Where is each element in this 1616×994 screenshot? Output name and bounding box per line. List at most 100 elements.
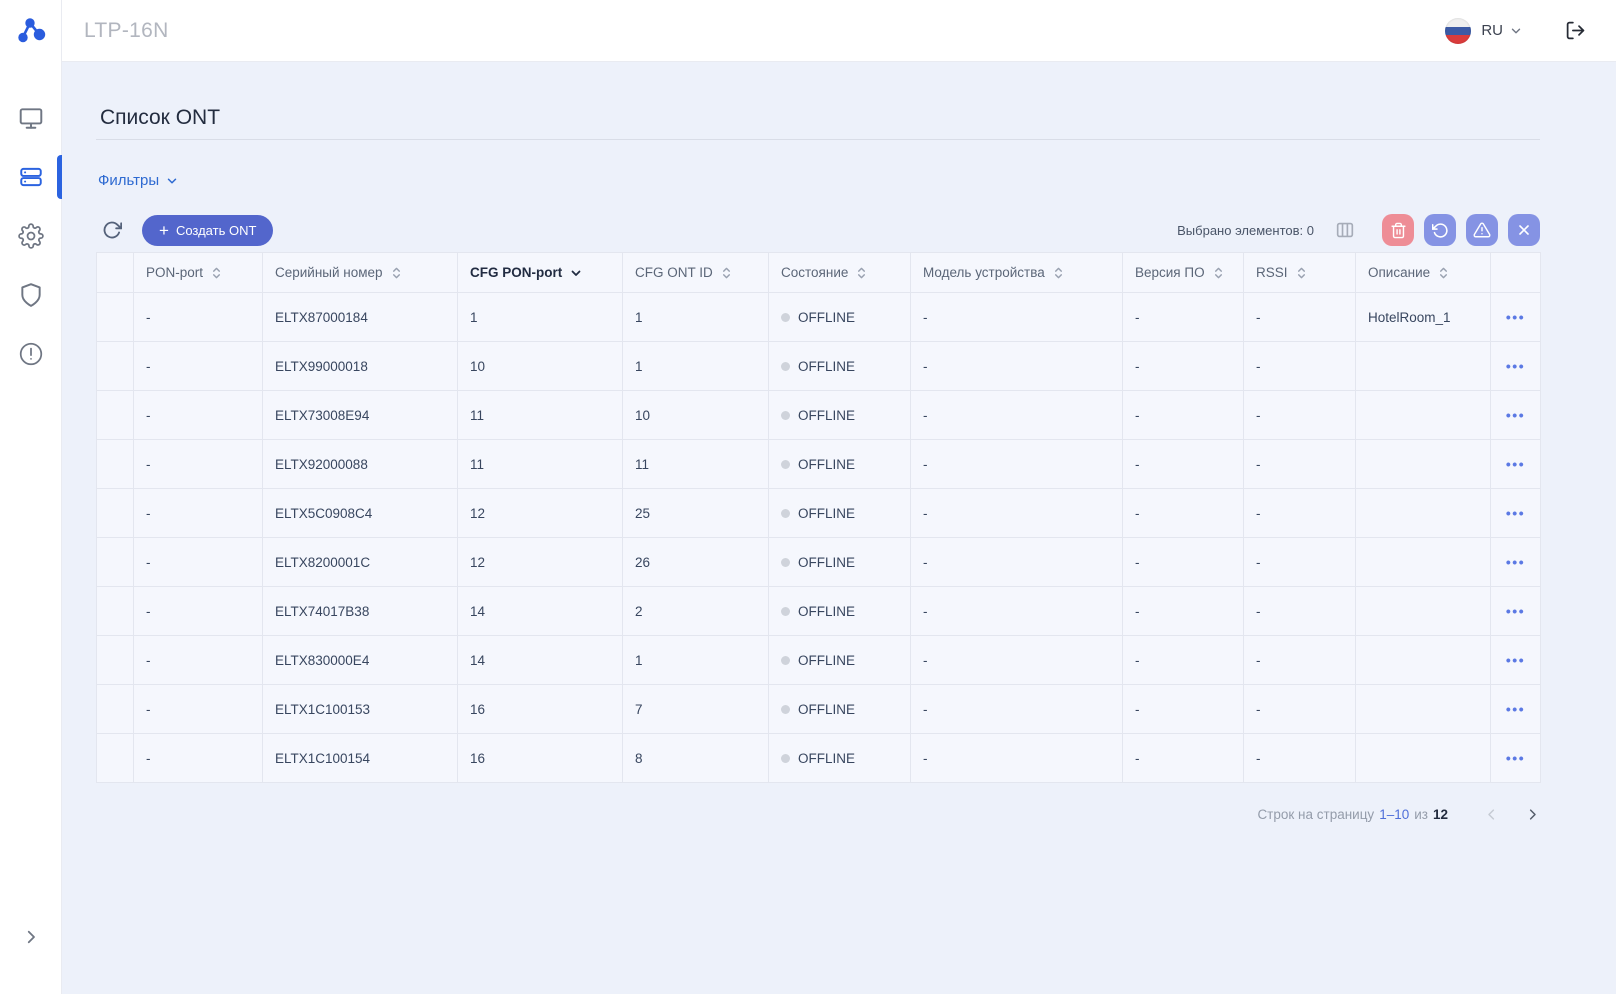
cell-cfg_pon_port: 10 xyxy=(457,341,623,391)
filters-toggle[interactable]: Фильтры xyxy=(98,172,179,189)
table-row[interactable]: - ELTX87000184 1 1 OFFLINE - - - HotelRoom_1 ••• xyxy=(96,292,1541,342)
cell-cfg_pon_port: 12 xyxy=(457,537,623,587)
warning-triangle-icon xyxy=(1473,222,1491,238)
row-menu-button[interactable]: ••• xyxy=(1505,603,1526,619)
cell-serial: ELTX1C100154 xyxy=(262,733,458,783)
cell-state: OFFLINE xyxy=(768,537,911,587)
cell-state: OFFLINE xyxy=(768,390,911,440)
sidebar-expand-button[interactable] xyxy=(0,928,61,946)
column-header-firmware[interactable]: Версия ПО xyxy=(1122,252,1244,293)
sidebar-item-ont-list[interactable] xyxy=(0,147,62,206)
sidebar-item-monitoring[interactable] xyxy=(0,88,61,147)
sidebar-item-security[interactable] xyxy=(0,265,61,324)
column-header-cfg_pon_port[interactable]: CFG PON-port xyxy=(457,252,623,293)
cell-rssi: - xyxy=(1243,341,1356,391)
cell-description: HotelRoom_1 xyxy=(1355,292,1491,342)
column-header-pon_port[interactable]: PON-port xyxy=(133,252,263,293)
table-row[interactable]: - ELTX1C100154 16 8 OFFLINE - - - ••• xyxy=(96,733,1541,783)
table-row[interactable]: - ELTX830000E4 14 1 OFFLINE - - - ••• xyxy=(96,635,1541,685)
cell-state: OFFLINE xyxy=(768,439,911,489)
status-dot-icon xyxy=(781,459,790,469)
status-dot-icon xyxy=(781,704,790,714)
cell-cfg_pon_port: 14 xyxy=(457,635,623,685)
status-label: OFFLINE xyxy=(798,701,856,717)
top-bar: LTP-16N RU xyxy=(62,0,1616,62)
table-row[interactable]: - ELTX1C100153 16 7 OFFLINE - - - ••• xyxy=(96,684,1541,734)
create-ont-button[interactable]: + Создать ONT xyxy=(142,214,274,246)
cell-serial: ELTX99000018 xyxy=(262,341,458,391)
sidebar-item-alerts[interactable] xyxy=(0,324,61,383)
sort-icon xyxy=(1440,267,1448,278)
cell-rssi: - xyxy=(1243,439,1356,489)
language-selector[interactable]: RU xyxy=(1445,17,1523,44)
deselect-button[interactable] xyxy=(1508,214,1540,246)
sidebar-item-settings[interactable] xyxy=(0,206,61,265)
row-selector-cell xyxy=(96,390,134,440)
logout-button[interactable] xyxy=(1565,20,1586,41)
previous-page-button[interactable] xyxy=(1484,807,1499,822)
row-menu-button[interactable]: ••• xyxy=(1505,750,1526,766)
column-header-cfg_ont_id[interactable]: CFG ONT ID xyxy=(622,252,769,293)
row-menu-button[interactable]: ••• xyxy=(1505,505,1526,521)
status-label: OFFLINE xyxy=(798,456,856,472)
row-menu-button[interactable]: ••• xyxy=(1505,701,1526,717)
columns-icon xyxy=(1336,222,1354,238)
cell-pon_port: - xyxy=(133,488,263,538)
cell-firmware: - xyxy=(1122,488,1244,538)
column-label: Серийный номер xyxy=(275,265,383,280)
sort-icon xyxy=(213,267,220,278)
table-row[interactable]: - ELTX92000088 11 11 OFFLINE - - - ••• xyxy=(96,439,1541,489)
row-menu-button[interactable]: ••• xyxy=(1505,358,1526,374)
table-row[interactable]: - ELTX8200001C 12 26 OFFLINE - - - ••• xyxy=(96,537,1541,587)
warning-action-button[interactable] xyxy=(1466,214,1498,246)
row-actions-cell: ••• xyxy=(1490,537,1541,587)
cell-state: OFFLINE xyxy=(768,292,911,342)
column-header-model[interactable]: Модель устройства xyxy=(910,252,1123,293)
delete-selected-button[interactable] xyxy=(1382,214,1414,246)
row-selector-cell xyxy=(96,537,134,587)
column-settings-button[interactable] xyxy=(1334,219,1356,241)
row-menu-button[interactable]: ••• xyxy=(1505,652,1526,668)
table-row[interactable]: - ELTX5C0908C4 12 25 OFFLINE - - - ••• xyxy=(96,488,1541,538)
cell-cfg_pon_port: 16 xyxy=(457,684,623,734)
row-menu-button[interactable]: ••• xyxy=(1505,456,1526,472)
row-menu-button[interactable]: ••• xyxy=(1505,407,1526,423)
row-selector-cell xyxy=(96,586,134,636)
cell-rssi: - xyxy=(1243,733,1356,783)
status-label: OFFLINE xyxy=(798,505,856,521)
table-row[interactable]: - ELTX74017B38 14 2 OFFLINE - - - ••• xyxy=(96,586,1541,636)
reset-selected-button[interactable] xyxy=(1424,214,1456,246)
cell-model: - xyxy=(910,292,1123,342)
chevron-down-icon xyxy=(1511,28,1521,33)
column-header-state[interactable]: Состояние xyxy=(768,252,911,293)
filters-label: Фильтры xyxy=(98,172,160,189)
table-row[interactable]: - ELTX99000018 10 1 OFFLINE - - - ••• xyxy=(96,341,1541,391)
table-row[interactable]: - ELTX73008E94 11 10 OFFLINE - - - ••• xyxy=(96,390,1541,440)
cell-cfg_ont_id: 25 xyxy=(622,488,769,538)
cell-cfg_ont_id: 7 xyxy=(622,684,769,734)
column-header-description[interactable]: Описание xyxy=(1355,252,1491,293)
sort-icon xyxy=(1054,267,1062,278)
status-dot-icon xyxy=(781,312,790,322)
column-header-serial[interactable]: Серийный номер xyxy=(262,252,458,293)
cell-description xyxy=(1355,733,1491,783)
cell-firmware: - xyxy=(1122,635,1244,685)
cell-cfg_pon_port: 12 xyxy=(457,488,623,538)
cell-pon_port: - xyxy=(133,635,263,685)
column-header-rssi[interactable]: RSSI xyxy=(1243,252,1356,293)
cell-cfg_ont_id: 26 xyxy=(622,537,769,587)
cell-pon_port: - xyxy=(133,341,263,391)
of-label: из xyxy=(1414,807,1428,822)
cell-serial: ELTX1C100153 xyxy=(262,684,458,734)
refresh-button[interactable] xyxy=(102,220,122,240)
next-page-button[interactable] xyxy=(1525,807,1540,822)
row-menu-button[interactable]: ••• xyxy=(1505,309,1526,325)
row-menu-button[interactable]: ••• xyxy=(1505,554,1526,570)
cell-firmware: - xyxy=(1122,292,1244,342)
column-label: Описание xyxy=(1368,265,1431,280)
row-actions-cell: ••• xyxy=(1490,390,1541,440)
shield-icon xyxy=(20,282,41,307)
cell-cfg_ont_id: 1 xyxy=(622,341,769,391)
column-label: CFG ONT ID xyxy=(635,265,713,280)
plus-icon: + xyxy=(159,220,169,240)
